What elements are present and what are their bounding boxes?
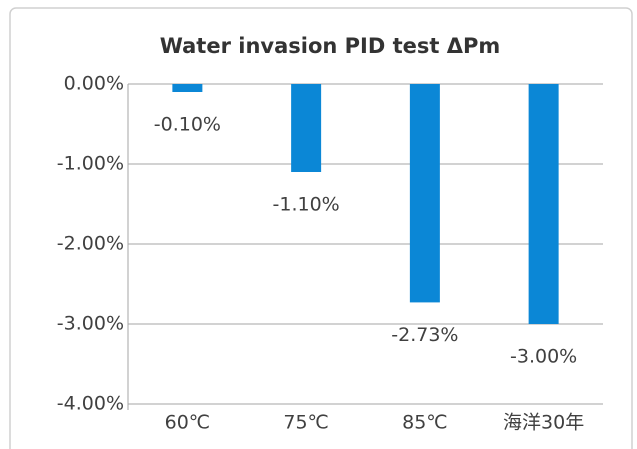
x-tick-label: 75℃ — [283, 412, 329, 434]
x-tick-label: 60℃ — [165, 412, 211, 434]
data-label: -2.73% — [391, 324, 458, 346]
bar — [409, 84, 440, 303]
data-label: -3.00% — [510, 346, 577, 368]
y-tick-label: -4.00% — [57, 393, 124, 415]
y-tick-label: -3.00% — [57, 313, 124, 335]
y-tick-label: -1.00% — [57, 153, 124, 175]
bar — [528, 84, 559, 324]
bar — [291, 84, 322, 172]
x-tick-label: 85℃ — [402, 412, 448, 434]
chart-frame — [9, 7, 633, 449]
y-tick-label: -2.00% — [57, 233, 124, 255]
data-label: -0.10% — [154, 114, 221, 136]
bar — [172, 84, 203, 92]
data-label: -1.10% — [273, 194, 340, 216]
y-tick-label: 0.00% — [64, 73, 124, 95]
chart-title: Water invasion PID test ΔPm — [160, 34, 501, 58]
x-tick-label: 海洋30年 — [503, 412, 584, 434]
